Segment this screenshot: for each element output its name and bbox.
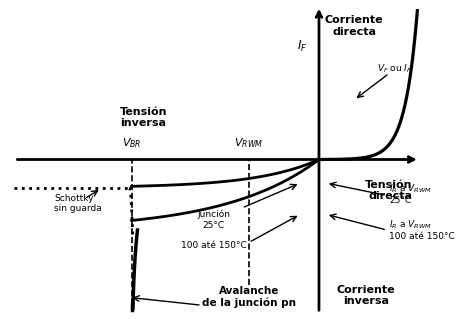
Text: $I_F$: $I_F$ xyxy=(297,39,307,54)
Text: $V_{BR}$: $V_{BR}$ xyxy=(122,136,141,150)
Text: $V_{RWM}$: $V_{RWM}$ xyxy=(234,136,263,150)
Text: $I_R$ a $V_{RWM}$
100 até 150°C: $I_R$ a $V_{RWM}$ 100 até 150°C xyxy=(389,219,455,241)
Text: $V_F$ ou $I_F$: $V_F$ ou $I_F$ xyxy=(377,62,413,75)
Text: Avalanche
de la junción pn: Avalanche de la junción pn xyxy=(202,286,296,308)
Text: Corriente
directa: Corriente directa xyxy=(325,15,383,37)
Text: 100 até 150°C: 100 até 150°C xyxy=(181,241,246,250)
Text: Schottky
sin guarda: Schottky sin guarda xyxy=(54,194,102,213)
Text: Corriente
inversa: Corriente inversa xyxy=(337,285,395,307)
Text: Junción
25°C: Junción 25°C xyxy=(197,210,230,230)
Text: Tensión
directa: Tensión directa xyxy=(365,180,413,202)
Text: $I_R$ a $V_{RWM}$
25°C: $I_R$ a $V_{RWM}$ 25°C xyxy=(389,182,432,205)
Text: Tensión
inversa: Tensión inversa xyxy=(119,107,167,128)
